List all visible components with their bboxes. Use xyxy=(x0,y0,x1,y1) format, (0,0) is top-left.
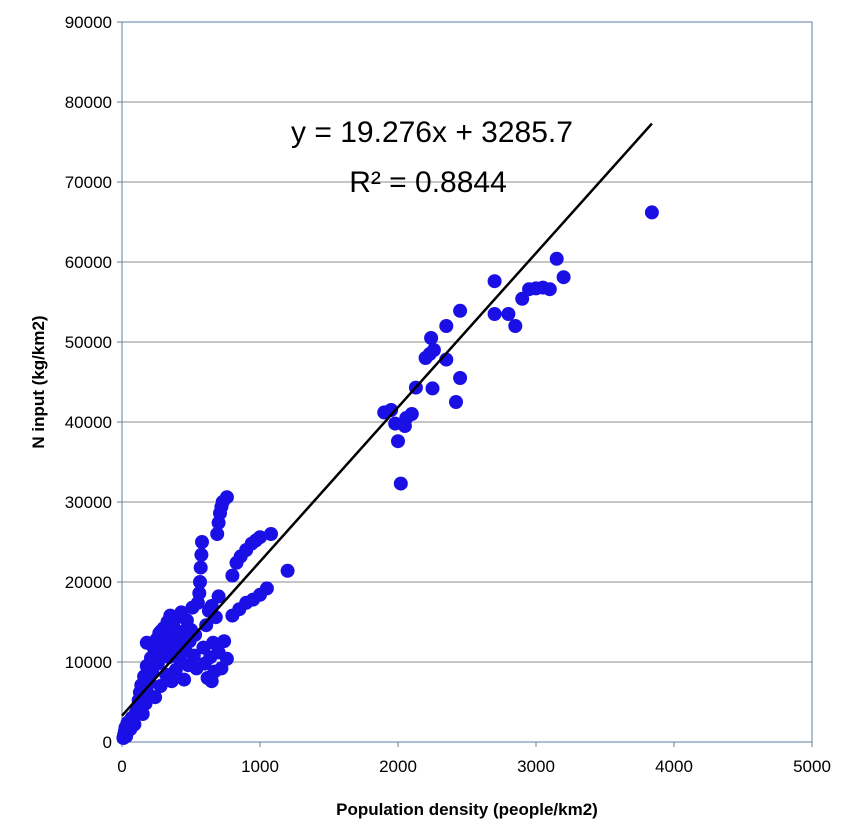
plot-area-frame xyxy=(121,21,813,743)
x-tick-label: 4000 xyxy=(655,757,693,776)
data-point xyxy=(426,343,441,357)
data-point xyxy=(192,586,207,601)
y-tick-label: 0 xyxy=(103,733,112,752)
data-point xyxy=(177,672,192,687)
data-point xyxy=(193,575,207,589)
trendline-r-squared: R² = 0.8844 xyxy=(349,166,507,199)
x-tick-label: 0 xyxy=(117,757,126,776)
data-point xyxy=(280,563,295,578)
data-point xyxy=(219,651,234,666)
data-point xyxy=(508,319,523,333)
data-point xyxy=(225,568,240,583)
data-point xyxy=(449,395,463,409)
data-point xyxy=(487,307,502,321)
data-point xyxy=(501,307,516,321)
x-tick-label: 2000 xyxy=(379,757,417,776)
data-point xyxy=(259,581,274,596)
data-point xyxy=(195,535,209,549)
data-point xyxy=(204,599,219,613)
data-point xyxy=(644,205,659,220)
data-point xyxy=(164,674,179,689)
data-point xyxy=(199,618,214,633)
data-point xyxy=(404,407,419,421)
data-point xyxy=(393,476,408,491)
data-point xyxy=(139,635,154,650)
data-point xyxy=(556,270,571,285)
data-point xyxy=(453,371,468,385)
y-tick-label: 70000 xyxy=(65,173,112,192)
data-point xyxy=(264,527,278,541)
data-point xyxy=(148,690,163,705)
data-point xyxy=(163,608,178,623)
data-point xyxy=(384,403,399,417)
y-tick-label: 30000 xyxy=(65,493,112,512)
data-point xyxy=(439,319,454,333)
data-point xyxy=(253,530,267,545)
data-points xyxy=(116,205,659,745)
data-point xyxy=(217,634,232,649)
data-point xyxy=(219,490,234,505)
data-point xyxy=(424,331,439,345)
trendline-equation: y = 19.276x + 3285.7 xyxy=(291,116,573,149)
x-tick-label: 3000 xyxy=(517,757,555,776)
data-point xyxy=(194,547,209,562)
data-point xyxy=(153,624,168,639)
data-point xyxy=(193,560,208,575)
data-point xyxy=(186,648,201,663)
y-tick-label: 50000 xyxy=(65,333,112,352)
y-tick-label: 90000 xyxy=(65,13,112,32)
data-point xyxy=(549,251,564,266)
data-point xyxy=(425,381,440,396)
data-point xyxy=(542,282,557,297)
y-tick-label: 20000 xyxy=(65,573,112,592)
data-point xyxy=(453,303,468,318)
y-tick-label: 40000 xyxy=(65,413,112,432)
data-point xyxy=(391,434,405,449)
x-tick-label: 5000 xyxy=(793,757,831,776)
x-tick-label: 1000 xyxy=(241,757,279,776)
x-axis: 0 1000 2000 3000 4000 5000 xyxy=(117,742,831,776)
data-point xyxy=(210,527,225,541)
y-tick-label: 60000 xyxy=(65,253,112,272)
y-axis: 0 10000 20000 30000 40000 50000 60000 70000 8000… xyxy=(65,13,122,752)
trendline xyxy=(121,122,653,717)
data-point xyxy=(127,717,142,732)
data-point xyxy=(487,274,502,289)
x-axis-title: Population density (people/km2) xyxy=(336,800,598,819)
y-tick-label: 10000 xyxy=(65,653,112,672)
y-tick-label: 80000 xyxy=(65,93,112,112)
data-point xyxy=(153,679,168,693)
y-axis-title: N input (kg/km2) xyxy=(29,315,48,448)
